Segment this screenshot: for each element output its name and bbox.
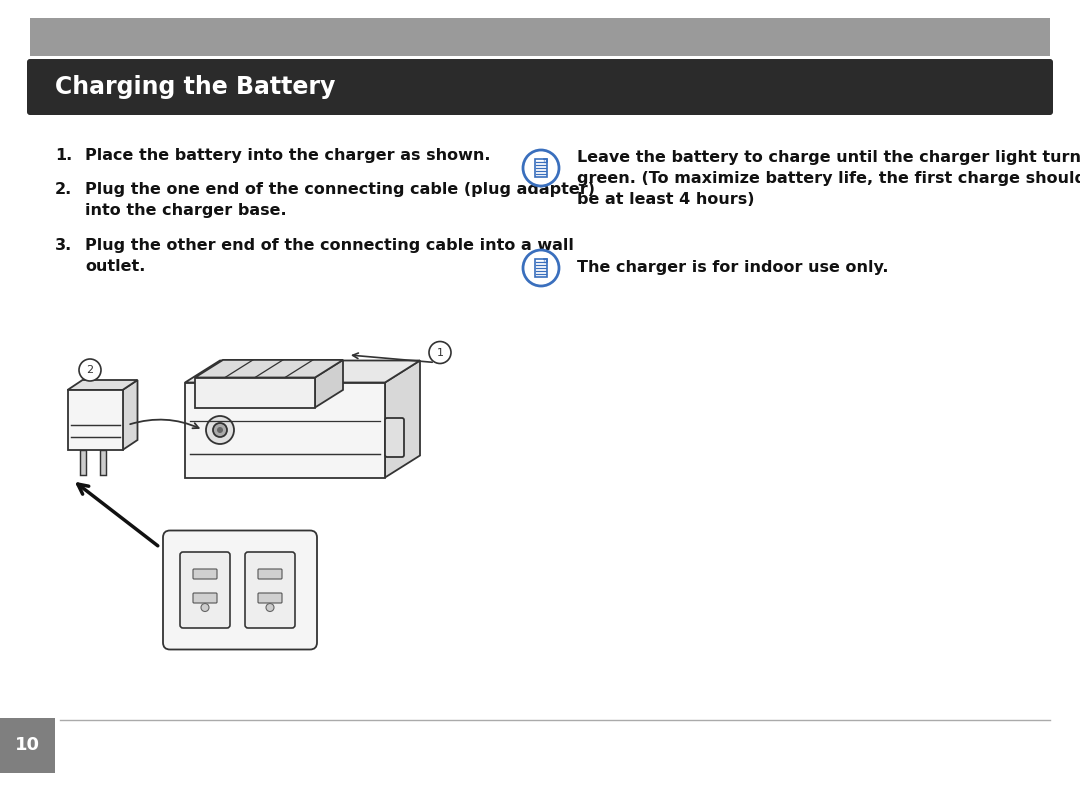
Polygon shape [67, 380, 137, 390]
Circle shape [217, 427, 222, 433]
Text: Plug the one end of the connecting cable (plug adapter)
into the charger base.: Plug the one end of the connecting cable… [85, 182, 595, 218]
Text: Place the battery into the charger as shown.: Place the battery into the charger as sh… [85, 148, 490, 163]
FancyBboxPatch shape [258, 569, 282, 579]
Text: Charging the Battery: Charging the Battery [55, 75, 336, 99]
Polygon shape [195, 360, 343, 378]
Text: 10: 10 [15, 736, 40, 754]
Circle shape [429, 341, 451, 363]
FancyBboxPatch shape [163, 531, 318, 649]
FancyBboxPatch shape [27, 59, 1053, 115]
FancyBboxPatch shape [245, 552, 295, 628]
Circle shape [79, 359, 102, 381]
Text: 2.: 2. [55, 182, 72, 197]
Polygon shape [67, 390, 122, 450]
Circle shape [523, 250, 559, 286]
Polygon shape [185, 360, 420, 382]
Polygon shape [185, 382, 384, 477]
FancyBboxPatch shape [384, 418, 404, 457]
Bar [30, 18, 1050, 56]
Circle shape [206, 416, 234, 444]
Text: The charger is for indoor use only.: The charger is for indoor use only. [577, 260, 889, 275]
FancyBboxPatch shape [193, 569, 217, 579]
Bar [0, 718, 55, 773]
Circle shape [201, 604, 210, 612]
Text: 1: 1 [436, 348, 444, 357]
Text: 2: 2 [86, 365, 94, 375]
Polygon shape [195, 378, 315, 407]
FancyBboxPatch shape [193, 593, 217, 603]
Circle shape [266, 604, 274, 612]
Circle shape [213, 423, 227, 437]
Polygon shape [315, 360, 343, 407]
Text: Leave the battery to charge until the charger light turns
green. (To maximize ba: Leave the battery to charge until the ch… [577, 150, 1080, 207]
Text: Plug the other end of the connecting cable into a wall
outlet.: Plug the other end of the connecting cab… [85, 238, 573, 274]
FancyBboxPatch shape [180, 552, 230, 628]
Polygon shape [122, 380, 137, 450]
Text: 3.: 3. [55, 238, 72, 253]
Polygon shape [384, 360, 420, 477]
FancyBboxPatch shape [535, 159, 548, 177]
Text: 1.: 1. [55, 148, 72, 163]
FancyBboxPatch shape [258, 593, 282, 603]
Circle shape [523, 150, 559, 186]
FancyBboxPatch shape [535, 259, 548, 277]
Bar [80, 450, 86, 475]
Bar [100, 450, 106, 475]
